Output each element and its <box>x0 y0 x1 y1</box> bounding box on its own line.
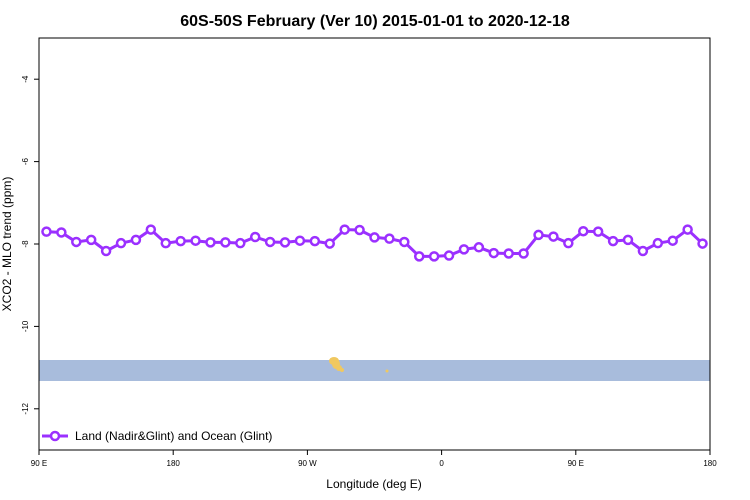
data-point <box>563 237 574 249</box>
data-point <box>399 236 410 248</box>
y-axis-label: XCO2 - MLO trend (ppm) <box>0 177 14 312</box>
data-point <box>175 235 186 247</box>
land-patches <box>329 357 389 373</box>
y-tick-label: -12 <box>21 402 30 414</box>
data-point <box>249 231 261 243</box>
map-strip <box>39 357 710 381</box>
data-point <box>235 237 246 249</box>
legend-label: Land (Nadir&Glint) and Ocean (Glint) <box>75 429 272 443</box>
ocean-band <box>39 360 710 381</box>
data-point <box>130 234 142 246</box>
data-point <box>578 225 589 237</box>
data-point <box>458 244 470 255</box>
x-tick-label: 0 <box>439 459 444 468</box>
y-tick-label: -10 <box>21 320 30 332</box>
data-point <box>488 247 500 259</box>
y-axis: -4 -6 -8 -10 -12 <box>21 75 39 415</box>
x-axis-label: Longitude (deg E) <box>326 477 421 491</box>
data-point <box>384 233 395 244</box>
data-point <box>533 229 544 241</box>
data-point <box>682 224 693 235</box>
data-point <box>697 238 708 249</box>
data-point <box>637 245 649 257</box>
data-point <box>85 234 97 246</box>
data-point <box>652 237 664 249</box>
data-point <box>115 237 127 249</box>
data-point <box>324 238 336 249</box>
x-tick-label: 180 <box>167 459 181 468</box>
data-point <box>56 227 67 238</box>
x-tick-label: 90 E <box>568 459 584 468</box>
data-point <box>354 224 365 236</box>
data-point <box>667 235 678 246</box>
data-point <box>220 237 231 248</box>
data-point <box>443 250 455 261</box>
legend-marker-swatch <box>49 430 61 442</box>
data-point <box>518 248 529 259</box>
data-point <box>592 226 604 237</box>
y-tick-label: -4 <box>21 75 30 83</box>
data-point <box>473 242 485 253</box>
x-tick-label: 90 W <box>298 459 317 468</box>
data-point <box>279 237 291 248</box>
chart-title: 60S-50S February (Ver 10) 2015-01-01 to … <box>180 13 570 30</box>
data-point <box>190 235 201 246</box>
series-layer <box>41 224 708 262</box>
data-point <box>264 236 276 248</box>
data-point <box>339 224 350 235</box>
land-patch <box>340 368 344 372</box>
data-point <box>428 251 440 262</box>
data-point <box>503 248 514 259</box>
x-tick-label: 180 <box>703 459 717 468</box>
data-point <box>548 231 559 242</box>
data-point <box>413 251 425 262</box>
data-point <box>607 235 619 247</box>
y-tick-label: -6 <box>21 157 30 165</box>
data-point <box>205 237 216 248</box>
data-point <box>41 226 52 237</box>
data-point <box>369 232 380 243</box>
x-tick-label: 90 E <box>31 459 47 468</box>
data-point <box>622 234 634 246</box>
y-tick-label: -8 <box>21 240 30 248</box>
data-point <box>309 235 321 247</box>
x-axis: 90 E 180 90 W 0 90 E 180 <box>31 450 717 468</box>
land-patch <box>385 369 389 373</box>
data-point <box>145 224 157 235</box>
data-point <box>100 245 112 257</box>
data-point <box>71 236 82 248</box>
data-point <box>294 235 306 246</box>
data-point <box>160 237 171 249</box>
legend: Land (Nadir&Glint) and Ocean (Glint) <box>42 429 272 443</box>
